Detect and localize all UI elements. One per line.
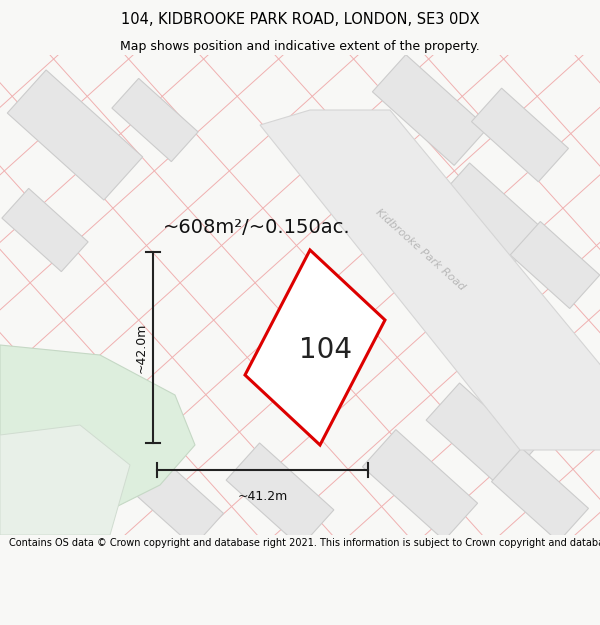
Polygon shape	[226, 443, 334, 547]
Polygon shape	[2, 188, 88, 272]
Text: 104: 104	[299, 336, 352, 364]
Polygon shape	[0, 345, 195, 515]
Polygon shape	[472, 88, 568, 182]
Polygon shape	[491, 448, 589, 542]
Polygon shape	[436, 163, 544, 267]
Text: Kidbrooke Park Road: Kidbrooke Park Road	[373, 208, 467, 292]
Polygon shape	[454, 271, 566, 379]
Polygon shape	[362, 429, 478, 541]
Polygon shape	[260, 110, 600, 450]
Text: Map shows position and indicative extent of the property.: Map shows position and indicative extent…	[120, 39, 480, 52]
Polygon shape	[0, 425, 130, 535]
Text: ~41.2m: ~41.2m	[238, 490, 287, 503]
Polygon shape	[510, 221, 600, 309]
Text: Contains OS data © Crown copyright and database right 2021. This information is : Contains OS data © Crown copyright and d…	[9, 538, 600, 548]
Polygon shape	[245, 250, 385, 445]
Polygon shape	[373, 54, 488, 166]
Text: ~608m²/~0.150ac.: ~608m²/~0.150ac.	[163, 218, 350, 237]
Polygon shape	[7, 70, 143, 200]
Polygon shape	[112, 78, 198, 162]
Polygon shape	[517, 338, 600, 432]
Text: ~42.0m: ~42.0m	[134, 322, 148, 372]
Text: 104, KIDBROOKE PARK ROAD, LONDON, SE3 0DX: 104, KIDBROOKE PARK ROAD, LONDON, SE3 0D…	[121, 12, 479, 27]
Polygon shape	[127, 453, 223, 547]
Polygon shape	[426, 383, 534, 487]
